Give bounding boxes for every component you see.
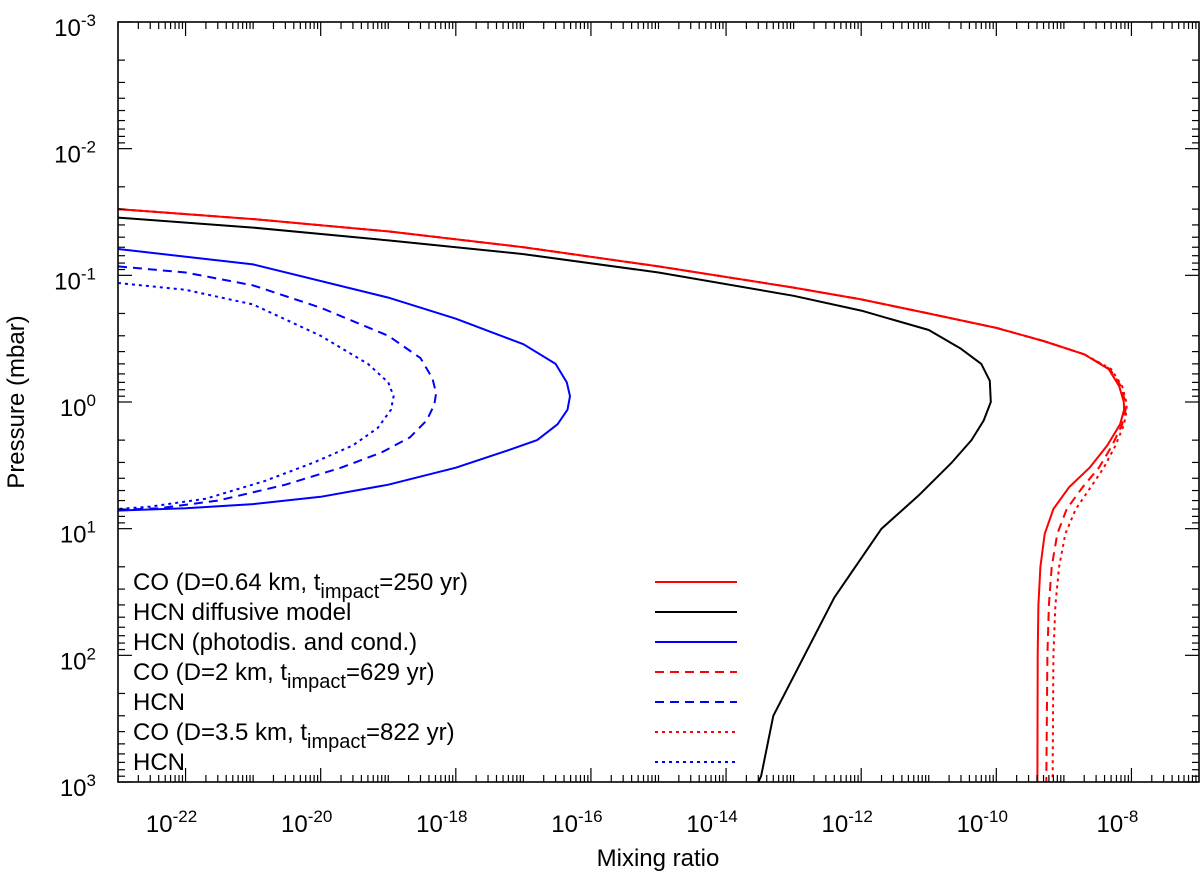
- x-tick-label: 10-20: [281, 807, 332, 838]
- y-axis-title: Pressure (mbar): [3, 315, 30, 488]
- x-axis-title: Mixing ratio: [597, 845, 720, 872]
- legend-label-co-35: CO (D=3.5 km, timpact=822 yr): [133, 719, 455, 753]
- x-tick-label: 10-16: [551, 807, 602, 838]
- legend-label-hcn-photo: HCN (photodis. and cond.): [133, 629, 417, 656]
- series-line-co-35: [118, 208, 1128, 782]
- x-tick-label: 10-22: [146, 807, 197, 838]
- y-tick-label: 10-2: [54, 138, 96, 169]
- x-tick-label: 10-18: [416, 807, 467, 838]
- x-tick-label: 10-10: [957, 807, 1008, 838]
- tick-labels-layer: 10-22 10-20 10-18 10-16 10-14 10-12 10-10 10-8 1…: [54, 11, 1138, 838]
- series-line-hcn-diff: [118, 216, 992, 782]
- y-tick-label: 10-3: [54, 11, 96, 42]
- x-tick-label: 10-12: [822, 807, 873, 838]
- legend-label-co-064: CO (D=0.64 km, timpact=250 yr): [133, 569, 468, 603]
- series-layer: [118, 208, 1128, 782]
- legend-label-hcn-35: HCN: [133, 749, 185, 776]
- y-tick-label: 100: [60, 391, 96, 422]
- y-tick-label: 103: [60, 771, 96, 802]
- plot-frame: [117, 21, 1200, 783]
- series-line-hcn-photo: [118, 248, 571, 512]
- series-line-hcn-35: [118, 282, 395, 510]
- y-tick-label: 101: [60, 518, 96, 549]
- x-tick-label: 10-8: [1097, 807, 1139, 838]
- series-line-hcn-2: [118, 265, 438, 511]
- legend-label-co-2: CO (D=2 km, timpact=629 yr): [133, 659, 435, 693]
- series-line-co-064: [118, 208, 1126, 782]
- series-line-co-2: [118, 208, 1127, 782]
- y-tick-label: 102: [60, 644, 96, 675]
- legend-label-hcn-2: HCN: [133, 689, 185, 716]
- x-tick-label: 10-14: [686, 807, 737, 838]
- legend: CO (D=0.64 km, timpact=250 yr)HCN diffus…: [133, 569, 737, 776]
- legend-label-hcn-diff: HCN diffusive model: [133, 599, 351, 626]
- ticks-layer: [117, 21, 1199, 783]
- y-tick-label: 10-1: [54, 264, 96, 295]
